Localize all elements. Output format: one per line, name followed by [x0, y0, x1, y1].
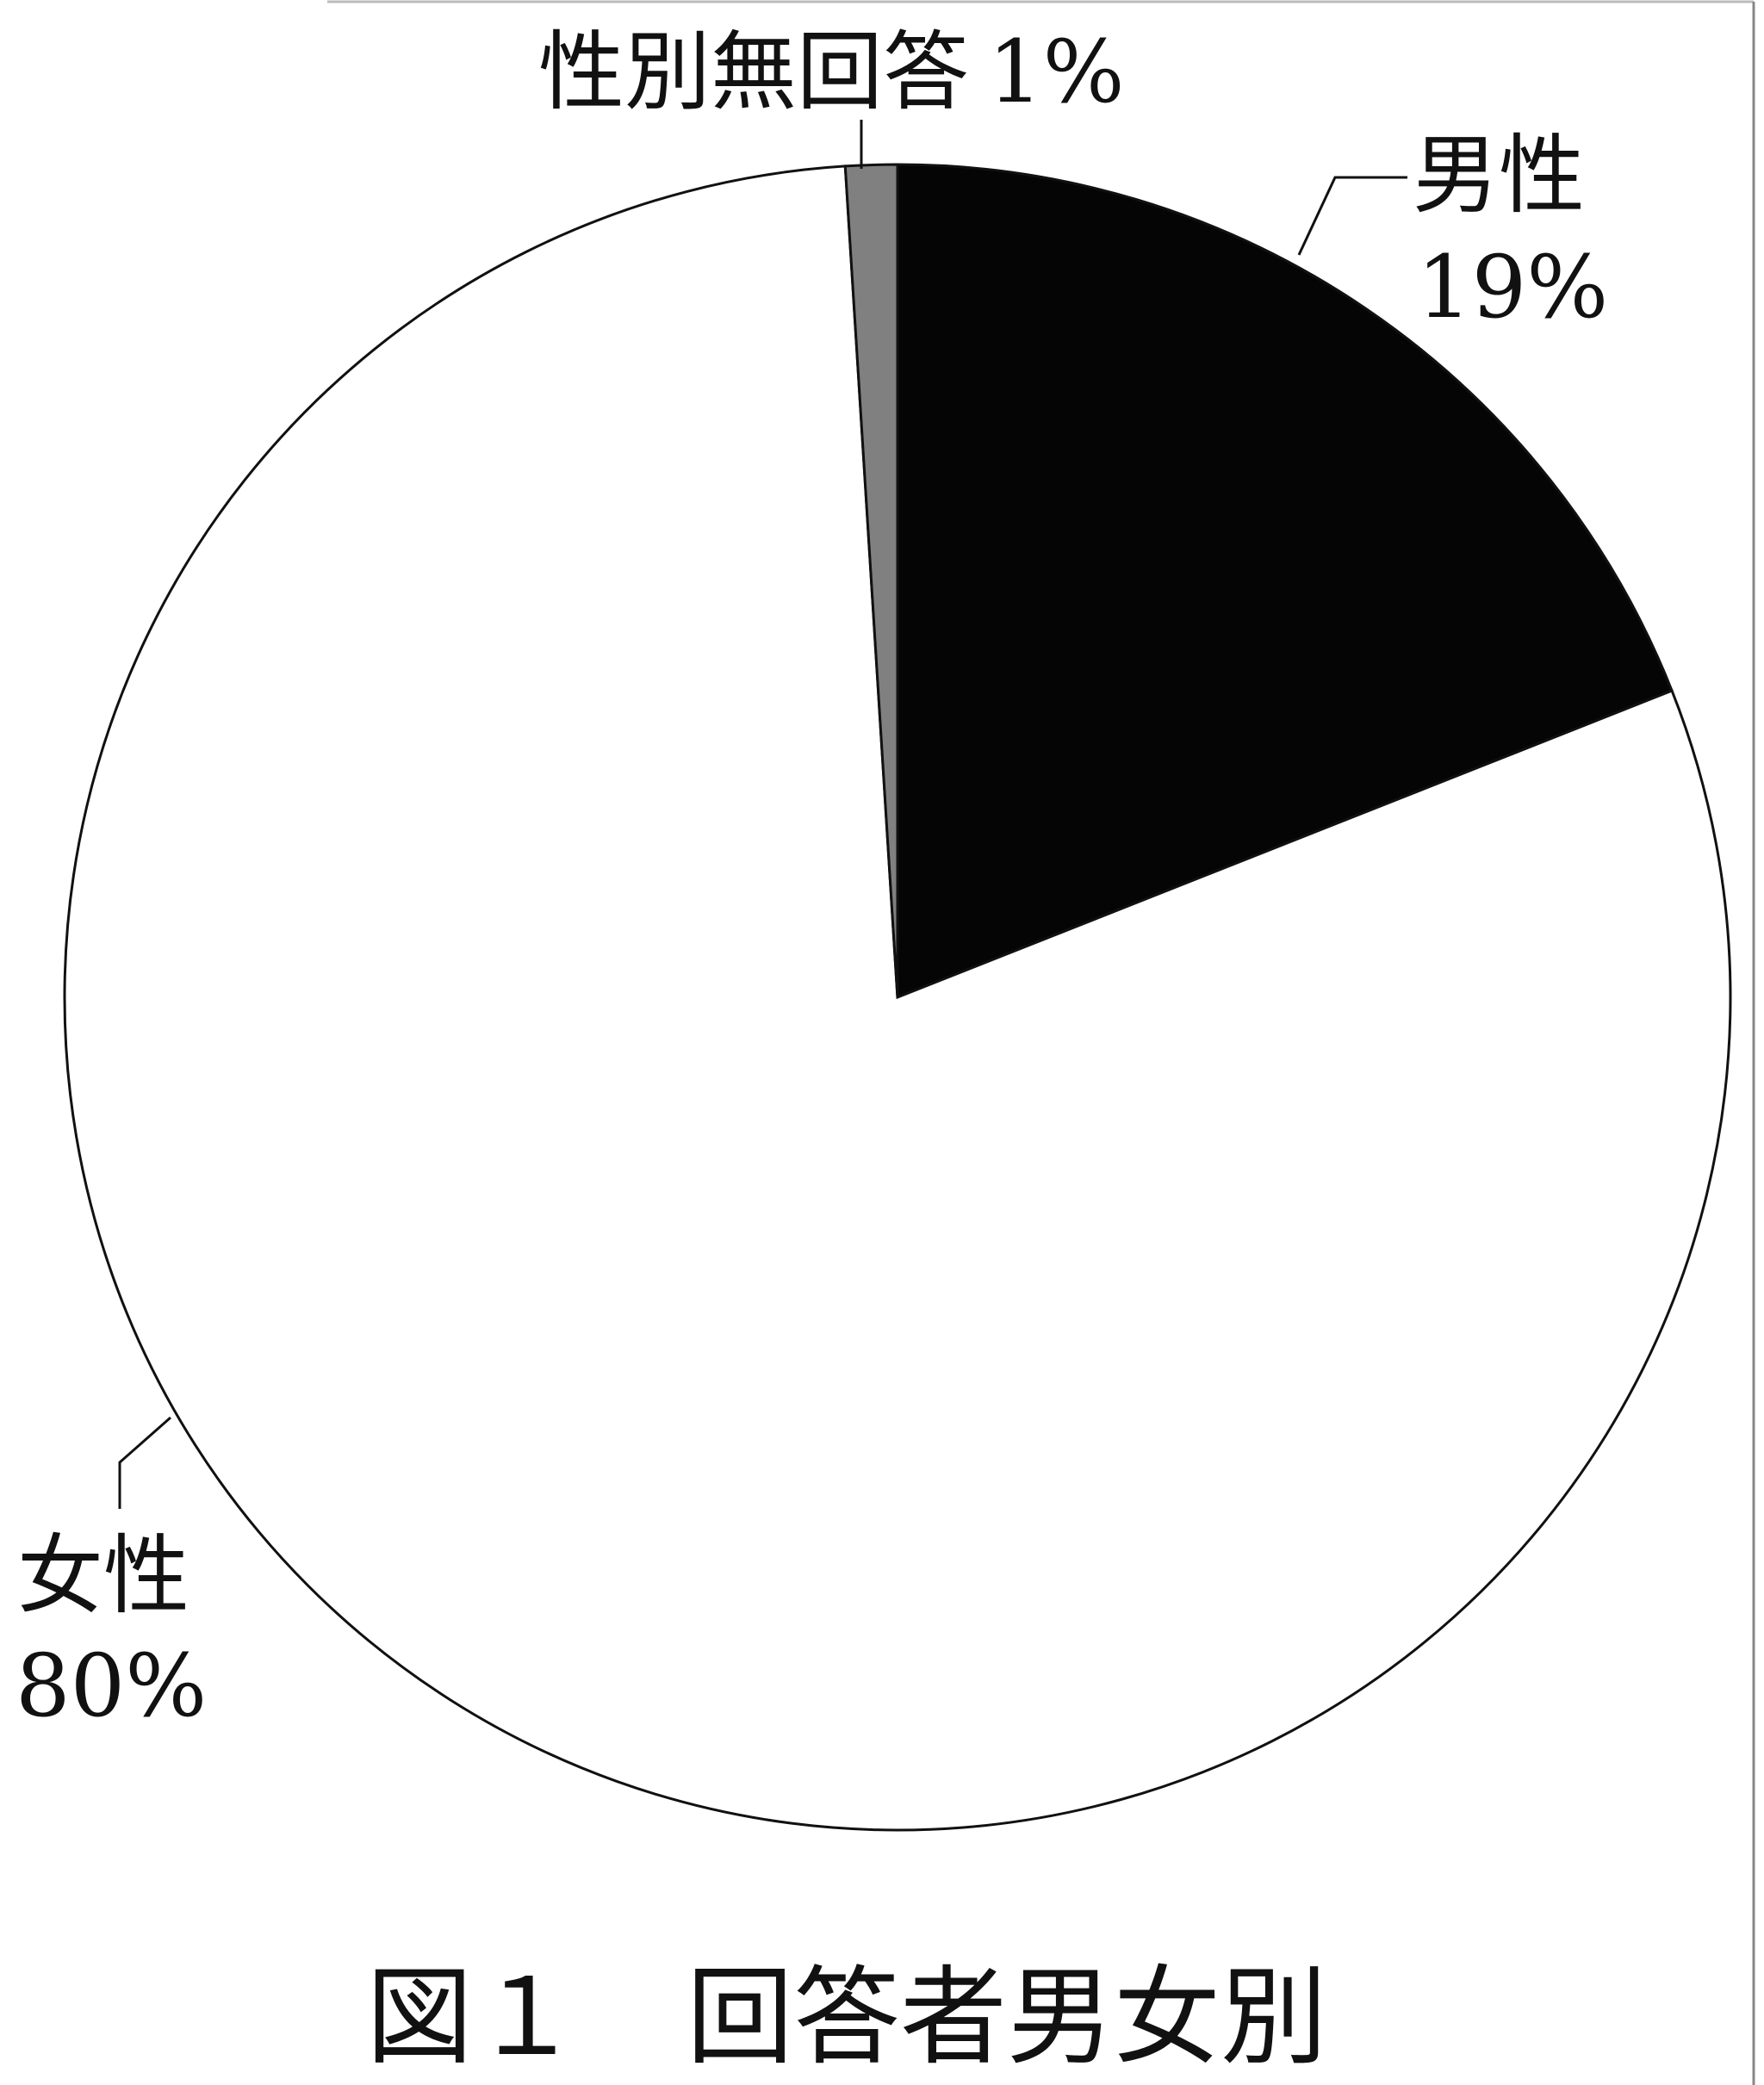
value-female: 80% — [16, 1635, 207, 1736]
pie-slice-0 — [896, 163, 1674, 1000]
label-male: 男性 — [1413, 125, 1585, 226]
label-no-answer: 性別無回答 1% — [538, 22, 1125, 122]
label-female: 女性 — [17, 1525, 189, 1626]
chart-title: 図１ 回答者男女別 — [366, 1956, 1327, 2080]
leader-line-female — [118, 1416, 171, 1509]
pie-slice-2 — [843, 163, 899, 998]
value-male: 19% — [1417, 237, 1608, 338]
pie-slice-1 — [63, 164, 1732, 1832]
leader-line-male — [1297, 176, 1407, 256]
